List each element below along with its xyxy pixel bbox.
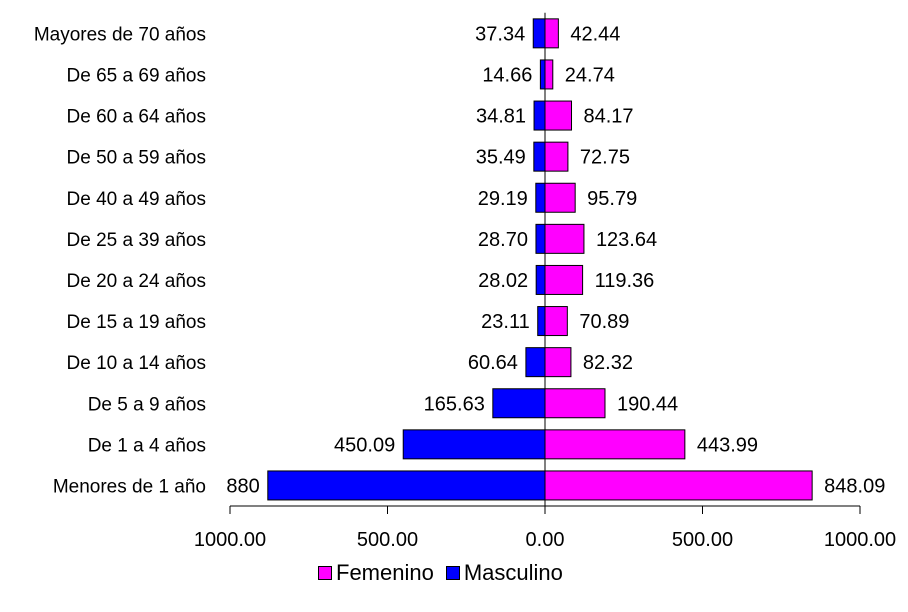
category-label-de-60-a-64-anos: De 60 a 64 años xyxy=(67,107,206,128)
legend-item-masculino: Masculino xyxy=(445,560,563,586)
bar-femenino-de-1-a-4-anos xyxy=(544,429,686,460)
value-label-femenino-de-1-a-4-anos: 443.99 xyxy=(697,434,758,456)
bar-masculino-de-25-a-39-anos xyxy=(535,223,546,254)
bar-masculino-menores-de-1-ano xyxy=(267,470,546,501)
category-label-de-40-a-49-anos: De 40 a 49 años xyxy=(67,189,206,210)
legend-swatch-masculino xyxy=(445,566,460,580)
value-label-femenino-de-5-a-9-anos: 190.44 xyxy=(617,393,678,415)
bars xyxy=(267,18,813,501)
category-label-de-5-a-9-anos: De 5 a 9 años xyxy=(88,394,206,415)
x-tick-label: 1000.00 xyxy=(824,529,896,551)
value-label-femenino-de-60-a-64-anos: 84.17 xyxy=(584,106,634,128)
category-label-de-1-a-4-anos: De 1 a 4 años xyxy=(88,435,206,456)
value-label-masculino-de-15-a-19-anos: 23.11 xyxy=(481,311,530,333)
bar-femenino-menores-de-1-ano xyxy=(544,470,813,501)
legend: Femenino Masculino xyxy=(318,560,575,586)
bar-masculino-de-50-a-59-anos xyxy=(533,141,546,172)
value-label-masculino-mayores-de-70-anos: 37.34 xyxy=(475,23,525,45)
bar-femenino-de-20-a-24-anos xyxy=(544,264,584,295)
value-label-masculino-de-1-a-4-anos: 450.09 xyxy=(334,434,395,456)
value-label-masculino-de-10-a-14-anos: 60.64 xyxy=(468,352,518,374)
bar-masculino-de-5-a-9-anos xyxy=(492,388,546,419)
value-label-femenino-de-15-a-19-anos: 70.89 xyxy=(579,311,629,333)
category-label-de-50-a-59-anos: De 50 a 59 años xyxy=(67,148,206,169)
value-label-masculino-de-25-a-39-anos: 28.70 xyxy=(478,229,528,251)
legend-item-femenino: Femenino xyxy=(318,560,434,586)
bar-femenino-de-40-a-49-anos xyxy=(544,182,576,213)
value-label-femenino-de-50-a-59-anos: 72.75 xyxy=(580,147,630,169)
value-label-masculino-menores-de-1-ano: 880 xyxy=(226,475,259,497)
value-label-masculino-de-20-a-24-anos: 28.02 xyxy=(478,270,528,292)
value-label-masculino-de-65-a-69-anos: 14.66 xyxy=(482,64,532,86)
bar-masculino-de-65-a-69-anos xyxy=(539,59,546,90)
bar-masculino-de-15-a-19-anos xyxy=(537,306,546,337)
category-label-de-65-a-69-anos: De 65 a 69 años xyxy=(67,65,206,86)
category-label-de-15-a-19-anos: De 15 a 19 años xyxy=(67,312,206,333)
x-tick-label: 500.00 xyxy=(672,529,733,551)
bar-femenino-de-50-a-59-anos xyxy=(544,141,569,172)
value-label-femenino-de-40-a-49-anos: 95.79 xyxy=(587,188,637,210)
bar-masculino-de-10-a-14-anos xyxy=(525,347,546,378)
bar-masculino-mayores-de-70-anos xyxy=(532,18,546,49)
value-label-femenino-de-65-a-69-anos: 24.74 xyxy=(565,64,615,86)
bar-masculino-de-20-a-24-anos xyxy=(535,264,546,295)
bar-femenino-de-25-a-39-anos xyxy=(544,223,585,254)
bar-femenino-de-10-a-14-anos xyxy=(544,347,572,378)
legend-label-femenino: Femenino xyxy=(336,560,434,585)
category-label-de-25-a-39-anos: De 25 a 39 años xyxy=(67,230,206,251)
value-label-masculino-de-40-a-49-anos: 29.19 xyxy=(478,188,528,210)
bar-femenino-de-65-a-69-anos xyxy=(544,59,554,90)
category-labels: Menores de 1 año De 1 a 4 años De 5 a 9 añ… xyxy=(34,24,206,497)
value-label-femenino-de-20-a-24-anos: 119.36 xyxy=(595,270,655,292)
bar-masculino-de-40-a-49-anos xyxy=(535,182,546,213)
category-label-de-10-a-14-anos: De 10 a 14 años xyxy=(67,353,206,374)
x-tick-label: 1000.00 xyxy=(194,529,266,551)
value-label-masculino-de-5-a-9-anos: 165.63 xyxy=(424,393,485,415)
x-tick-label: 0.00 xyxy=(526,529,565,551)
value-label-masculino-de-60-a-64-anos: 34.81 xyxy=(476,106,526,128)
bar-femenino-de-15-a-19-anos xyxy=(544,306,568,337)
bar-femenino-de-5-a-9-anos xyxy=(544,388,606,419)
value-label-femenino-mayores-de-70-anos: 42.44 xyxy=(570,23,620,45)
category-label-menores-de-1-ano: Menores de 1 año xyxy=(53,476,206,497)
bar-masculino-de-1-a-4-anos xyxy=(402,429,546,460)
bar-masculino-de-60-a-64-anos xyxy=(533,100,546,131)
legend-label-masculino: Masculino xyxy=(463,560,563,585)
value-label-femenino-de-25-a-39-anos: 123.64 xyxy=(596,229,657,251)
category-label-de-20-a-24-anos: De 20 a 24 años xyxy=(67,271,206,292)
legend-swatch-femenino xyxy=(318,566,332,580)
x-tick-label: 500.00 xyxy=(357,529,418,551)
value-label-femenino-de-10-a-14-anos: 82.32 xyxy=(583,352,633,374)
value-label-femenino-menores-de-1-ano: 848.09 xyxy=(824,475,885,497)
value-label-masculino-de-50-a-59-anos: 35.49 xyxy=(476,147,526,169)
category-label-mayores-de-70-anos: Mayores de 70 años xyxy=(34,24,206,45)
bar-femenino-mayores-de-70-anos xyxy=(544,18,559,49)
bar-femenino-de-60-a-64-anos xyxy=(544,100,573,131)
x-axis: 1000.00 500.00 0.00 500.00 1000.00 xyxy=(194,12,896,551)
value-labels: 880 848.09 450.09 443.99 165.63 190.44 60.64 82… xyxy=(226,23,885,497)
